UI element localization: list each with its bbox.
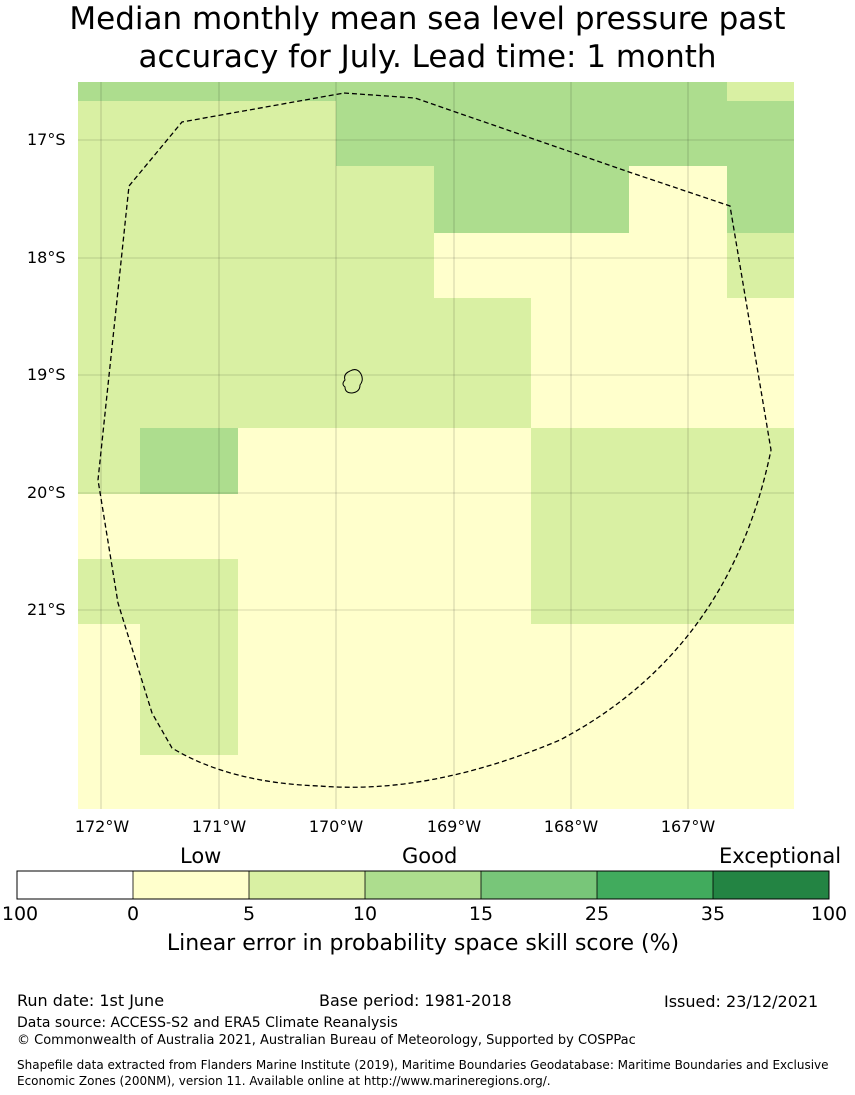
lat-label-17s: 17°S [27,130,66,149]
colorbar-tick: 25 [584,903,610,925]
colorbar-swatch-negative [17,871,133,899]
lon-label-168w: 168°W [543,817,599,836]
lon-label-171w: 171°W [191,817,247,836]
title-line-2: accuracy for July. Lead time: 1 month [138,39,717,75]
cell-lg-east-edge [727,233,794,298]
data-source: Data source: ACCESS-S2 and ERA5 Climate … [17,1015,398,1031]
cell-mg-north-a [336,101,794,166]
colorbar-swatch-15-25 [481,871,597,899]
lon-label-167w: 167°W [660,817,716,836]
colorbar-tick: 35 [700,903,726,925]
issued-date: Issued: 23/12/2021 [664,992,819,1011]
cell-lg-mid [434,298,531,428]
cell-lg-sw-a [78,559,238,624]
colorbar-tick: 10 [352,903,378,925]
eez-boundary [97,92,772,788]
cell-lg-sw-b [140,624,238,755]
cell-mg-top-strip [78,82,727,101]
colorbar [16,870,830,900]
island-niue [342,369,363,394]
legend-category-low: Low [180,844,222,868]
shapefile-line-2: Economic Zones (200NM), version 11. Avai… [17,1074,551,1088]
lat-label-18s: 18°S [27,248,66,267]
cell-mg-north-c [727,166,794,233]
lat-label-20s: 20°S [27,483,66,502]
colorbar-tick: 100 [810,903,848,925]
cell-lg-ne-corner [727,82,794,101]
title-line-1: Median monthly mean sea level pressure p… [69,1,786,37]
map-panel [78,82,794,809]
base-period: Base period: 1981-2018 [319,991,512,1010]
copyright: © Commonwealth of Australia 2021, Austra… [17,1033,636,1048]
colorbar-title: Linear error in probability space skill … [166,931,680,956]
lat-label-21s: 21°S [27,600,66,619]
legend-category-exceptional: Exceptional [719,844,842,868]
cell-lg-top-mid [336,166,434,428]
colorbar-swatch-0-5 [133,871,249,899]
cell-lg-west-col [78,428,140,494]
colorbar-frame [16,870,830,900]
colorbar-swatch-10-15 [365,871,481,899]
lat-label-19s: 19°S [27,365,66,384]
colorbar-swatch-25-35 [597,871,713,899]
colorbar-tick: 15 [468,903,494,925]
lon-label-172w: 172°W [74,817,130,836]
cell-mg-north-b [434,166,629,233]
legend-category-good: Good [402,844,458,868]
colorbar-tick: 0 [126,903,140,925]
run-date: Run date: 1st June [17,991,165,1010]
lon-label-170w: 170°W [308,817,364,836]
lon-label-169w: 169°W [426,817,482,836]
cell-lg-top-west [78,101,336,428]
colorbar-swatch-35-100 [713,871,829,899]
grid-lines [78,82,794,809]
cell-lg-east-mid [531,428,794,624]
colorbar-tick: 100 [1,903,39,925]
chart-title: Median monthly mean sea level pressure p… [0,0,855,76]
cell-mg-west-box [140,428,238,494]
colorbar-swatch-5-10 [249,871,365,899]
colorbar-tick: 5 [242,903,256,925]
shapefile-line-1: Shapefile data extracted from Flanders M… [17,1058,829,1072]
